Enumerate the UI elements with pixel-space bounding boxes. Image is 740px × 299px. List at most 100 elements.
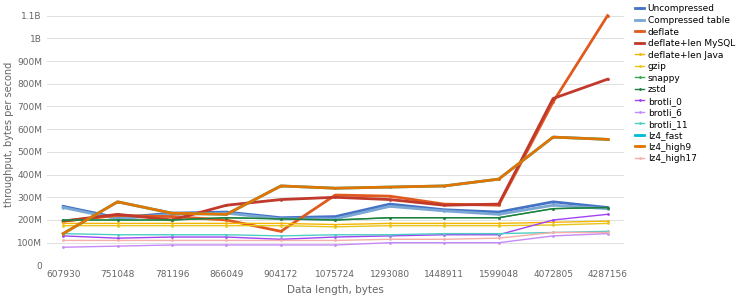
Compressed table [331, 217, 340, 221]
deflate+len Java [167, 222, 176, 225]
deflate+len MySQL [331, 196, 340, 199]
gzip [494, 224, 503, 228]
deflate+len MySQL [222, 203, 231, 207]
zstd [494, 216, 503, 219]
Uncompressed [58, 205, 67, 208]
brotli_11 [277, 234, 286, 238]
brotli_11 [113, 233, 122, 237]
snappy [440, 216, 448, 219]
Legend: Uncompressed, Compressed table, deflate, deflate+len MySQL, deflate+len Java, gz: Uncompressed, Compressed table, deflate,… [634, 4, 736, 164]
Uncompressed [222, 210, 231, 214]
Compressed table [167, 213, 176, 216]
brotli_11 [548, 231, 557, 234]
deflate+len MySQL [548, 97, 557, 100]
brotli_11 [440, 232, 448, 235]
deflate [222, 218, 231, 222]
brotli_0 [331, 235, 340, 239]
deflate [58, 219, 67, 223]
Compressed table [277, 217, 286, 221]
Uncompressed [548, 200, 557, 204]
zstd [167, 218, 176, 222]
deflate+len Java [331, 223, 340, 226]
brotli_0 [58, 234, 67, 238]
lz4_fast [113, 200, 122, 204]
Uncompressed [167, 211, 176, 215]
lz4_high9 [603, 138, 612, 141]
deflate+len Java [440, 222, 448, 225]
brotli_6 [167, 243, 176, 247]
Compressed table [603, 207, 612, 210]
brotli_11 [222, 233, 231, 237]
deflate+len Java [222, 222, 231, 225]
lz4_fast [58, 232, 67, 235]
gzip [113, 224, 122, 228]
zstd [386, 216, 394, 219]
deflate+len MySQL [440, 203, 448, 207]
Line: brotli_0: brotli_0 [61, 213, 609, 241]
Compressed table [222, 211, 231, 215]
zstd [222, 216, 231, 219]
brotli_11 [386, 233, 394, 237]
brotli_6 [277, 243, 286, 247]
lz4_fast [548, 135, 557, 139]
gzip [440, 224, 448, 228]
brotli_6 [386, 241, 394, 245]
gzip [603, 222, 612, 225]
lz4_high17 [222, 239, 231, 242]
Line: zstd: zstd [61, 206, 609, 221]
deflate+len MySQL [58, 219, 67, 223]
lz4_high17 [494, 237, 503, 240]
brotli_0 [494, 233, 503, 237]
Uncompressed [494, 210, 503, 214]
brotli_0 [222, 235, 231, 239]
deflate+len Java [58, 222, 67, 225]
gzip [277, 224, 286, 228]
zstd [58, 218, 67, 222]
zstd [548, 207, 557, 210]
Line: brotli_11: brotli_11 [61, 230, 609, 237]
lz4_fast [603, 138, 612, 141]
deflate [494, 203, 503, 207]
snappy [277, 217, 286, 221]
lz4_high17 [167, 239, 176, 242]
deflate [331, 193, 340, 197]
deflate [603, 14, 612, 17]
deflate+len Java [603, 219, 612, 223]
snappy [113, 218, 122, 222]
gzip [331, 225, 340, 229]
Compressed table [548, 203, 557, 207]
deflate+len MySQL [277, 198, 286, 201]
lz4_high9 [277, 184, 286, 188]
Line: Compressed table: Compressed table [61, 204, 609, 220]
deflate [386, 194, 394, 198]
lz4_high9 [386, 185, 394, 189]
deflate+len MySQL [113, 213, 122, 216]
brotli_6 [113, 244, 122, 248]
brotli_6 [603, 232, 612, 235]
Uncompressed [277, 216, 286, 219]
Line: snappy: snappy [61, 206, 609, 221]
deflate+len MySQL [386, 198, 394, 201]
Line: lz4_high9: lz4_high9 [61, 136, 609, 235]
lz4_high9 [167, 211, 176, 215]
deflate+len Java [494, 222, 503, 225]
lz4_fast [222, 213, 231, 216]
Uncompressed [440, 208, 448, 212]
snappy [386, 216, 394, 219]
brotli_0 [113, 237, 122, 240]
brotli_11 [494, 232, 503, 235]
gzip [167, 224, 176, 228]
brotli_0 [167, 235, 176, 239]
Compressed table [58, 206, 67, 209]
Line: gzip: gzip [61, 222, 609, 228]
lz4_fast [386, 185, 394, 189]
brotli_11 [167, 233, 176, 237]
lz4_high9 [222, 213, 231, 216]
brotli_11 [603, 230, 612, 233]
Uncompressed [386, 202, 394, 206]
lz4_fast [331, 186, 340, 190]
deflate+len Java [386, 222, 394, 225]
snappy [331, 218, 340, 222]
lz4_fast [167, 211, 176, 215]
lz4_high17 [603, 231, 612, 234]
